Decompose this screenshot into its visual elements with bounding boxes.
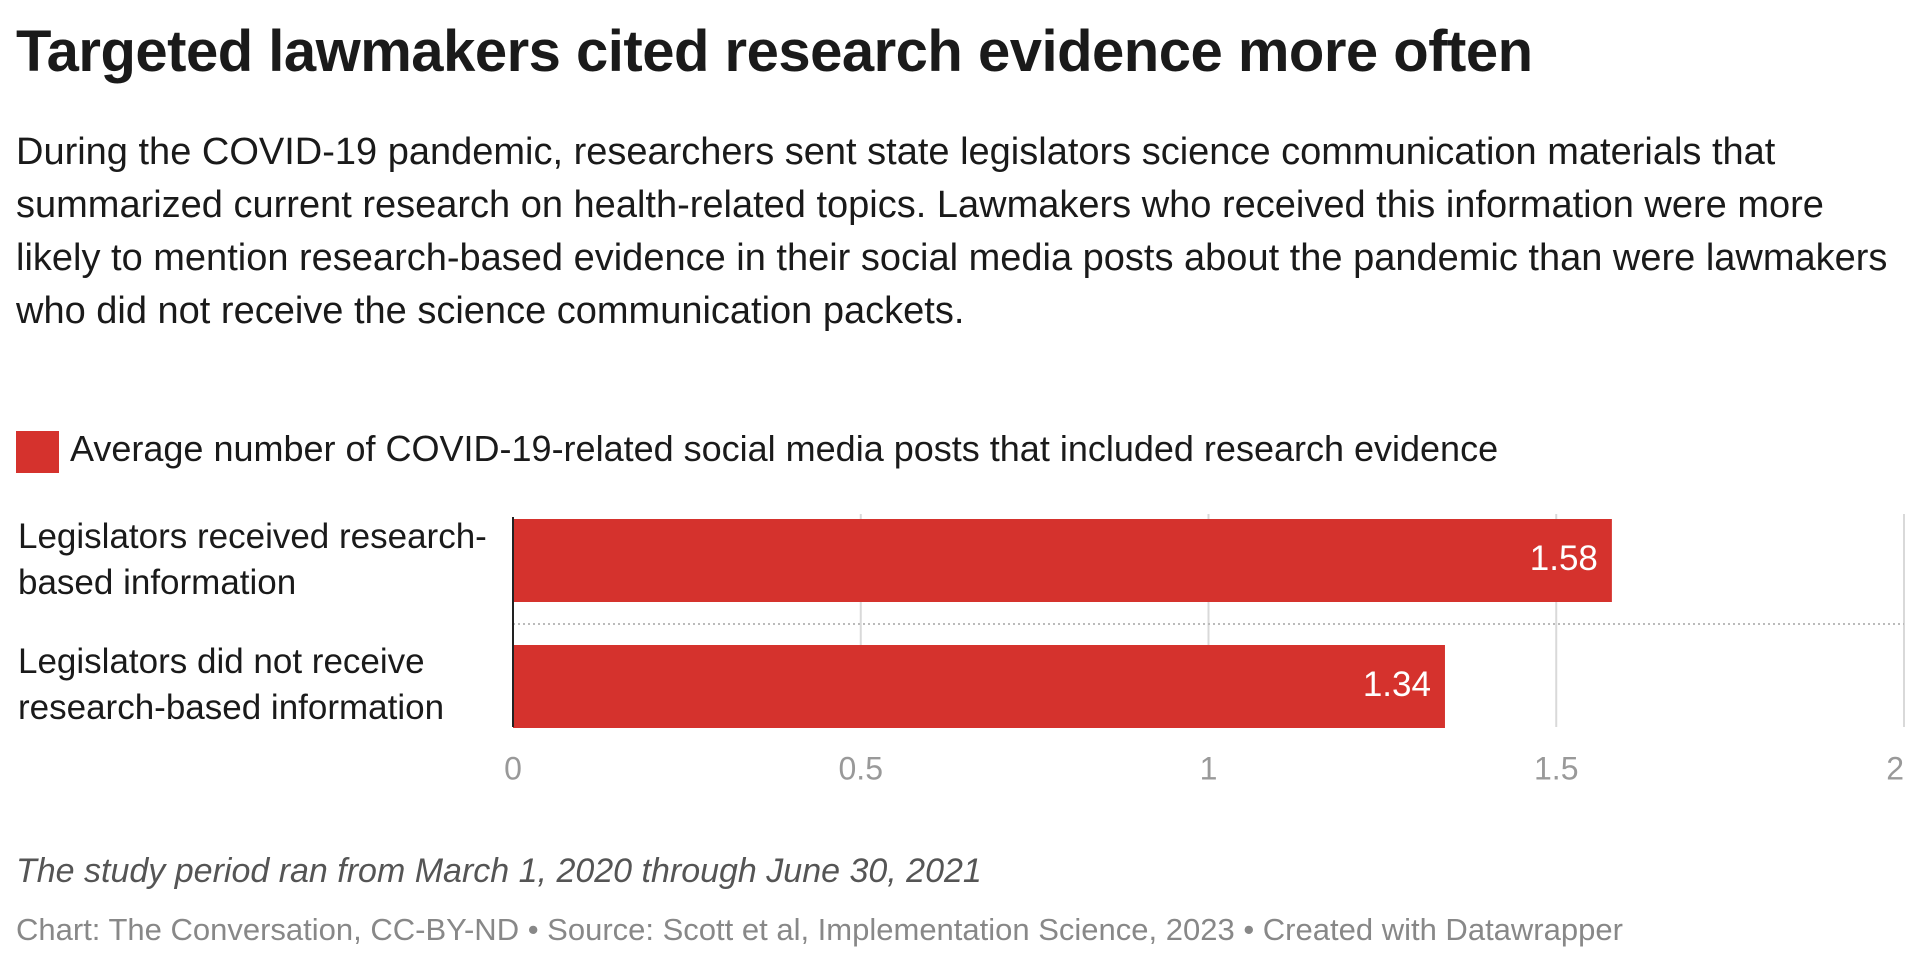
bar [513, 645, 1445, 728]
legend-swatch [16, 431, 59, 473]
chart-subtitle: During the COVID-19 pandemic, researcher… [16, 131, 1888, 332]
chart-title: Targeted lawmakers cited research eviden… [16, 19, 1533, 84]
x-tick-label: 0 [504, 750, 522, 786]
x-tick-label: 2 [1886, 750, 1904, 786]
value-label: 1.58 [1530, 539, 1598, 578]
chart-footer: Chart: The Conversation, CC-BY-ND • Sour… [16, 912, 1623, 947]
value-label: 1.34 [1363, 665, 1431, 704]
chart-note: The study period ran from March 1, 2020 … [16, 852, 982, 890]
category-label: Legislators did not receive research-bas… [18, 642, 445, 727]
x-tick-label: 1 [1200, 750, 1218, 786]
bar [513, 519, 1612, 602]
x-tick-label: 0.5 [839, 750, 883, 786]
x-tick-label: 1.5 [1534, 750, 1578, 786]
legend-label: Average number of COVID-19-related socia… [70, 428, 1499, 469]
category-label: Legislators received research-based info… [18, 517, 487, 602]
